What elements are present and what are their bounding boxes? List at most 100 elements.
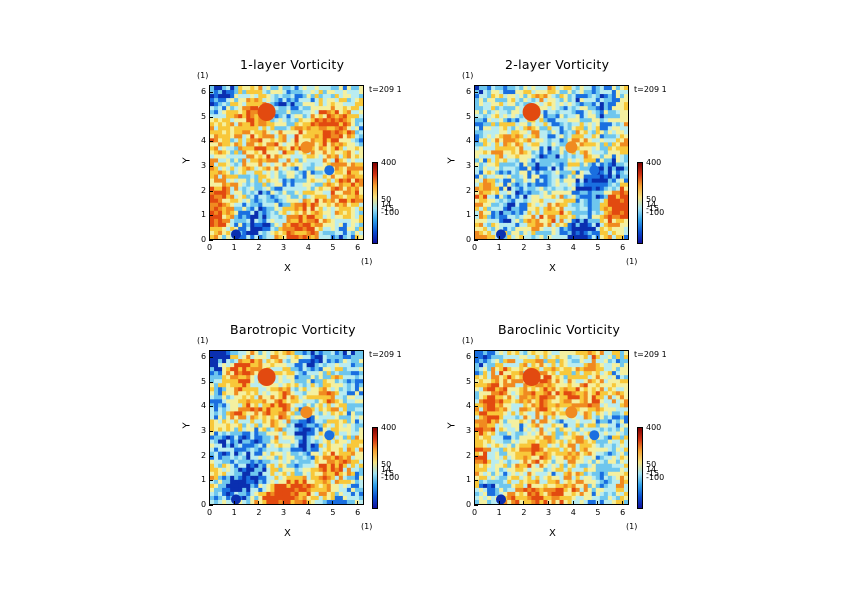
field-cell <box>583 142 589 147</box>
field-cell <box>483 483 488 489</box>
field-cell <box>274 395 279 400</box>
field-cell <box>318 118 324 123</box>
field-cell <box>567 154 573 159</box>
field-cell <box>535 174 540 180</box>
field-cell <box>242 499 247 504</box>
field-cell <box>294 98 299 103</box>
field-cell <box>274 415 279 420</box>
field-cell <box>342 118 348 123</box>
field-cell <box>286 447 291 453</box>
field-cell <box>495 210 500 216</box>
field-cell <box>487 431 492 436</box>
field-cell <box>266 178 271 184</box>
field-cell <box>270 467 275 473</box>
field-cell <box>290 443 295 449</box>
field-cell <box>334 359 340 364</box>
field-cell <box>563 162 569 167</box>
colorbar-label: 50 <box>381 195 392 204</box>
field-cell <box>603 158 609 163</box>
field-cell <box>214 198 219 204</box>
field-cell <box>587 178 593 184</box>
field-cell <box>507 118 512 123</box>
field-cell <box>330 98 336 103</box>
field-cell <box>294 106 299 111</box>
field-cell <box>579 190 585 196</box>
field-cell <box>354 427 360 432</box>
colorbar-label: 14 <box>646 200 657 209</box>
field-cell <box>242 190 247 196</box>
field-cell <box>495 114 500 119</box>
field-cell <box>547 162 552 167</box>
field-cell <box>591 210 597 216</box>
field-cell <box>214 459 219 465</box>
field-cell <box>334 463 340 469</box>
field-cell <box>499 106 504 111</box>
field-cell <box>310 479 316 485</box>
field-cell <box>302 351 308 356</box>
field-cell <box>238 130 243 135</box>
field-cell <box>491 391 496 396</box>
field-cell <box>623 226 628 232</box>
field-cell <box>334 122 340 127</box>
field-cell <box>302 186 308 192</box>
field-cell <box>535 134 540 139</box>
field-cell <box>282 206 287 212</box>
field-cell <box>326 106 332 111</box>
field-cell <box>286 130 291 135</box>
field-cell <box>326 391 332 396</box>
field-cell <box>286 150 291 155</box>
field-cell <box>222 118 227 123</box>
field-cell <box>318 122 324 127</box>
field-cell <box>274 230 279 236</box>
field-cell <box>310 90 316 95</box>
field-cell <box>246 206 251 212</box>
field-cell <box>483 146 488 151</box>
field-cell <box>262 130 267 135</box>
field-cell <box>579 202 585 208</box>
field-cell <box>563 126 569 131</box>
field-cell <box>491 371 496 376</box>
field-cell <box>306 379 312 384</box>
field-cell <box>230 210 235 216</box>
field-cell <box>298 106 304 111</box>
field-cell <box>479 387 484 392</box>
field-cell <box>318 94 324 99</box>
field-cell <box>290 210 295 216</box>
field-cell <box>270 230 275 236</box>
field-cell <box>603 110 609 115</box>
field-cell <box>354 395 360 400</box>
field-cell <box>334 198 340 204</box>
field-cell <box>595 226 601 232</box>
field-cell <box>483 170 488 175</box>
field-cell <box>258 391 263 396</box>
field-cell <box>354 375 360 380</box>
field-cell <box>555 154 560 159</box>
field-cell <box>535 194 540 200</box>
field-cell <box>342 383 348 388</box>
field-cell <box>559 198 564 204</box>
field-cell <box>350 218 356 224</box>
field-cell <box>330 451 336 457</box>
field-cell <box>238 170 243 175</box>
field-cell <box>615 146 621 151</box>
field-cell <box>246 495 251 501</box>
field-cell <box>338 455 344 461</box>
field-cell <box>503 86 508 91</box>
field-cell <box>350 210 356 216</box>
field-cell <box>270 98 275 103</box>
field-cell <box>258 146 263 151</box>
field-cell <box>266 170 271 175</box>
field-cell <box>298 403 304 408</box>
field-cell <box>338 415 344 420</box>
field-cell <box>354 467 360 473</box>
field-cell <box>258 166 263 171</box>
field-cell <box>258 463 263 469</box>
field-cell <box>334 447 340 453</box>
field-cell <box>290 222 295 228</box>
field-cell <box>495 106 500 111</box>
field-cell <box>226 483 231 489</box>
field-cell <box>555 182 560 188</box>
field-cell <box>475 375 480 380</box>
field-cell <box>547 146 552 151</box>
field-cell <box>270 218 275 224</box>
